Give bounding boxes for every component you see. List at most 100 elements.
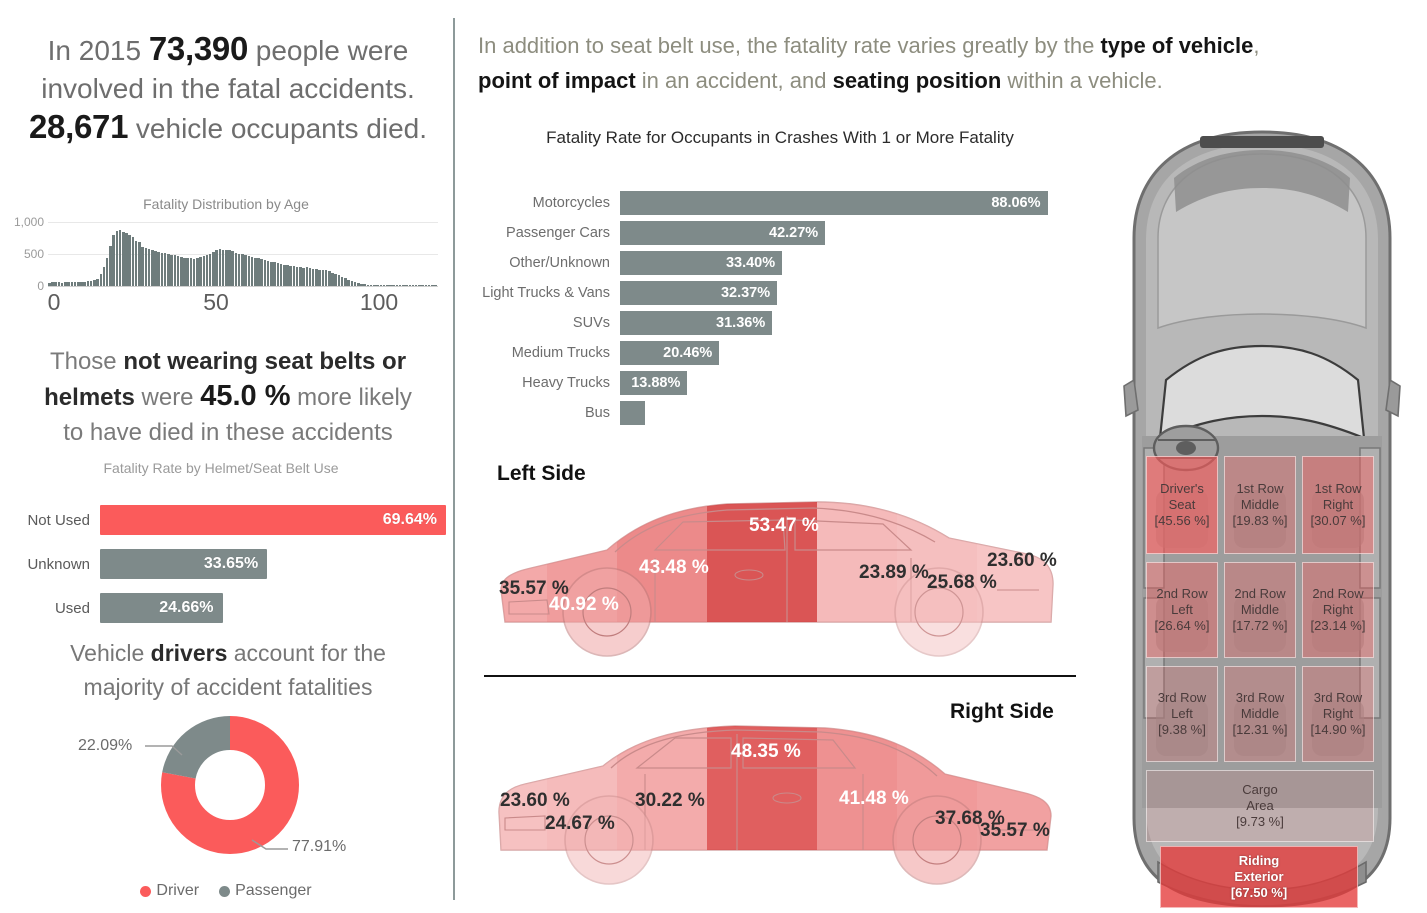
right-impact-value: 41.48 % [839, 788, 909, 809]
hist-bar [321, 270, 325, 286]
right-impact-value: 30.22 % [635, 790, 705, 811]
hist-bar [122, 232, 125, 286]
vehicle-type-bar: 88.06% [620, 191, 1048, 215]
seat-2nd-left-value: [26.64 %] [1154, 618, 1210, 633]
topline-e: in an accident, and [635, 68, 833, 93]
seat-1st-right[interactable]: 1st Row Right [30.07 %] [1302, 456, 1374, 554]
vehicle-type-value: 88.06% [991, 195, 1041, 211]
hist-bar [292, 266, 296, 286]
seat-1st-middle[interactable]: 1st Row Middle [19.83 %] [1224, 456, 1296, 554]
seat-driver-label-2: Seat [1168, 497, 1196, 512]
column-divider [453, 18, 455, 900]
vehicle-type-row[interactable]: Other/Unknown 33.40% [470, 250, 1070, 276]
car-topview-svg [1123, 130, 1401, 908]
hist-bar [331, 272, 334, 286]
left-side-label: Left Side [497, 462, 586, 485]
donut-legend: Driver Passenger [0, 882, 452, 900]
vehicle-type-row[interactable]: Medium Trucks 20.46% [470, 340, 1070, 366]
vehicle-type-row[interactable]: Heavy Trucks 13.88% [470, 370, 1070, 396]
seat-driver-label-1: Driver's [1160, 481, 1204, 496]
hist-bar [131, 237, 135, 286]
seat-2nd-left[interactable]: 2nd Row Left [26.64 %] [1146, 562, 1218, 658]
hist-bar [76, 282, 80, 286]
vehicle-type-track: 31.36% [620, 311, 1070, 335]
hist-bar [199, 256, 202, 286]
seat-driver[interactable]: Driver's Seat [45.56 %] [1146, 456, 1218, 554]
seat-2nd-middle[interactable]: 2nd Row Middle [17.72 %] [1224, 562, 1296, 658]
hist-bar [218, 249, 222, 286]
vehicle-type-row[interactable]: Passenger Cars 42.27% [470, 220, 1070, 246]
hist-bar [109, 246, 112, 286]
vehicle-type-bar: 20.46% [620, 341, 720, 365]
vehicle-type-row[interactable]: Light Trucks & Vans 32.37% [470, 280, 1070, 306]
hist-bar [244, 254, 247, 286]
seat-3rd-middle-label-2: Middle [1240, 706, 1280, 721]
hist-bar [189, 258, 193, 286]
hist-bar [99, 273, 103, 286]
donut-head-b: drivers [150, 640, 228, 666]
seating-position-diagram: Driver's Seat [45.56 %] 1st Row Middle [19.83… [1098, 118, 1427, 913]
hist-bar [208, 254, 212, 286]
helmet-chart-row[interactable]: Not Used 69.64% [6, 502, 446, 538]
seat-3rd-right-label-1: 3rd Row [1313, 690, 1363, 705]
hist-bar [202, 255, 206, 286]
hist-bar [160, 252, 164, 286]
hist-bar [173, 255, 177, 286]
seat-3rd-right-label-2: Right [1322, 706, 1354, 721]
hist-bar [196, 257, 199, 286]
helmet-chart-row[interactable]: Unknown 33.65% [6, 546, 446, 582]
hist-bar [402, 285, 405, 286]
seat-2nd-right[interactable]: 2nd Row Right [23.14 %] [1302, 562, 1374, 658]
hist-bar [395, 285, 399, 286]
hist-bar [54, 282, 57, 286]
vehicle-type-track: 42.27% [620, 221, 1070, 245]
seat-3rd-left-label-1: 3rd Row [1157, 690, 1207, 705]
seat-3rd-middle[interactable]: 3rd Row Middle [12.31 %] [1224, 666, 1296, 762]
hist-bar [57, 282, 61, 286]
seat-2nd-left-label-2: Left [1171, 602, 1193, 617]
hist-bar [176, 255, 180, 286]
seat-cargo-area[interactable]: Cargo Area [9.73 %] [1146, 770, 1374, 842]
seat-3rd-left[interactable]: 3rd Row Left [9.38 %] [1146, 666, 1218, 762]
seat-3rd-right[interactable]: 3rd Row Right [14.90 %] [1302, 666, 1374, 762]
seat-3rd-left-label-2: Left [1171, 706, 1193, 721]
headline-fatalities: In 2015 73,390 people were involved in t… [12, 30, 444, 148]
vehicle-type-value: 13.88% [631, 375, 681, 391]
hist-bar [134, 241, 138, 286]
vehicle-type-row[interactable]: SUVs 31.36% [470, 310, 1070, 336]
hist-bar [266, 260, 270, 286]
legend-item-driver[interactable]: Driver [140, 882, 199, 900]
hist-bar [263, 259, 267, 286]
hist-bar [192, 258, 196, 286]
hist-xtick-50: 50 [203, 289, 229, 315]
hist-bar [225, 249, 228, 286]
hist-bar [257, 257, 260, 286]
helmet-chart-row[interactable]: Used 24.66% [6, 590, 446, 626]
seat-3rd-middle-label-1: 3rd Row [1235, 690, 1285, 705]
hist-bar [347, 279, 350, 286]
hist-bar [228, 250, 231, 286]
seat-riding-exterior[interactable]: Riding Exterior [67.50 %] [1160, 846, 1358, 908]
hist-bar [144, 248, 148, 286]
hist-bar [96, 278, 99, 286]
left-impact-value: 40.92 % [549, 594, 619, 615]
hist-bar [254, 257, 257, 286]
hist-bar [357, 283, 360, 286]
seat-2nd-left-label-1: 2nd Row [1156, 586, 1208, 601]
helmet-row-label: Used [54, 599, 90, 617]
seat-2nd-middle-label-2: Middle [1240, 602, 1280, 617]
hist-bar [163, 253, 167, 286]
hist-bar [73, 282, 77, 286]
vehicle-type-row[interactable]: Bus [470, 400, 1070, 426]
vehicle-type-row[interactable]: Motorcycles 88.06% [470, 190, 1070, 216]
vehicle-type-label: Light Trucks & Vans [482, 285, 610, 301]
left-impact-value: 35.57 % [499, 578, 569, 599]
hist-bar [411, 285, 415, 286]
topline-c: , [1253, 33, 1260, 58]
seat-1st-right-label-1: 1st Row [1314, 481, 1362, 496]
hist-bar [286, 264, 289, 286]
age-histogram: Fatality Distribution by Age 1,000 500 0… [6, 196, 446, 331]
hist-bar [295, 266, 299, 286]
legend-item-passenger[interactable]: Passenger [219, 882, 312, 900]
